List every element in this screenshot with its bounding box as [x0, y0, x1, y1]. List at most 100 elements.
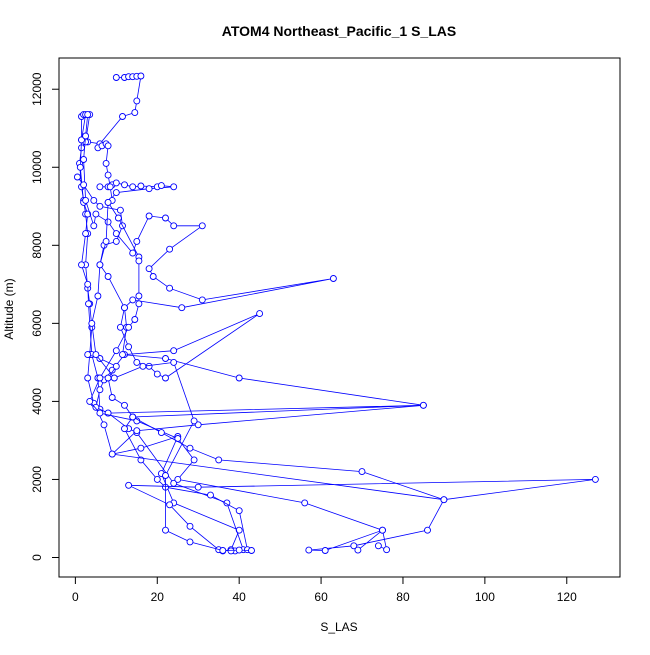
data-point	[248, 547, 255, 554]
data-point	[129, 183, 137, 191]
data-point	[112, 179, 120, 187]
data-point	[135, 257, 143, 265]
data-point	[133, 237, 141, 245]
data-point	[219, 547, 227, 554]
y-tick-label: 2000	[30, 466, 44, 493]
series-line	[89, 182, 388, 551]
data-point	[102, 159, 110, 167]
series-line	[83, 114, 424, 550]
data-point	[104, 142, 112, 150]
y-axis: 0 2000 4000 6000 8000 10000 12000	[30, 72, 60, 561]
data-point	[84, 351, 92, 359]
series-line	[79, 114, 244, 552]
data-point	[108, 450, 116, 458]
x-tick-label: 40	[232, 590, 246, 604]
data-point	[108, 394, 116, 401]
data-point	[114, 214, 122, 222]
series-5	[86, 179, 391, 554]
x-tick-label: 20	[151, 590, 165, 604]
data-point	[84, 374, 92, 382]
data-point	[591, 475, 599, 483]
data-point	[166, 284, 174, 292]
data-point	[116, 323, 124, 331]
data-point	[194, 421, 202, 429]
data-point	[131, 109, 139, 117]
x-tick-label: 80	[396, 590, 410, 604]
data-point	[145, 265, 153, 273]
data-point	[88, 319, 96, 327]
data-point	[119, 351, 126, 359]
data-point	[137, 72, 145, 80]
data-point	[186, 522, 194, 530]
data-point	[186, 444, 194, 452]
data-point	[78, 136, 85, 144]
data-point	[129, 413, 137, 421]
data-point	[162, 472, 169, 479]
data-point	[106, 183, 114, 191]
data-point	[104, 374, 112, 382]
data-point	[110, 374, 118, 382]
data-point	[256, 310, 264, 318]
data-point	[190, 417, 198, 425]
y-tick-label: 8000	[30, 232, 44, 259]
data-point	[358, 468, 366, 476]
data-point	[80, 156, 88, 163]
data-point	[92, 351, 100, 359]
y-tick-label: 6000	[30, 310, 44, 337]
data-point	[94, 292, 102, 300]
data-point	[121, 181, 128, 189]
data-point	[235, 546, 243, 554]
data-point	[153, 370, 161, 378]
data-point	[162, 355, 169, 362]
data-point	[135, 292, 143, 300]
data-point	[104, 171, 112, 179]
y-axis-label: Altitude (m)	[2, 278, 16, 339]
data-point	[162, 214, 169, 222]
data-point	[104, 273, 112, 280]
data-point	[100, 421, 108, 429]
data-point	[92, 403, 100, 411]
data-point	[133, 427, 141, 435]
data-point	[145, 362, 153, 370]
data-point	[235, 507, 243, 515]
data-point	[76, 163, 84, 171]
data-point	[174, 475, 182, 483]
data-point	[145, 212, 153, 220]
data-point	[170, 358, 178, 366]
data-point	[301, 499, 309, 507]
data-point	[137, 444, 145, 452]
data-point	[170, 222, 178, 230]
data-point	[379, 526, 386, 534]
data-point	[198, 222, 206, 230]
data-point	[139, 362, 147, 370]
data-point	[108, 366, 116, 374]
data-point	[145, 185, 153, 193]
data-point	[137, 182, 145, 190]
data-point	[82, 132, 90, 140]
data-point	[157, 429, 165, 437]
data-point	[96, 355, 104, 362]
data-point	[73, 173, 81, 181]
series-4	[73, 173, 599, 555]
data-point	[166, 501, 174, 509]
data-point	[235, 374, 243, 382]
y-tick-label: 0	[30, 554, 44, 561]
data-point	[90, 196, 98, 204]
data-point	[121, 304, 128, 312]
data-point	[92, 210, 100, 218]
x-tick-label: 0	[72, 590, 79, 604]
data-point	[84, 111, 92, 119]
data-point	[133, 97, 141, 105]
data-point	[125, 343, 133, 351]
data-point	[153, 475, 161, 483]
y-tick-label: 4000	[30, 388, 44, 415]
data-point	[112, 362, 120, 370]
series-6	[84, 351, 448, 554]
series-layer	[73, 72, 599, 555]
data-point	[121, 401, 128, 409]
series-line	[91, 143, 252, 551]
data-point	[190, 456, 198, 464]
data-point	[227, 547, 235, 555]
